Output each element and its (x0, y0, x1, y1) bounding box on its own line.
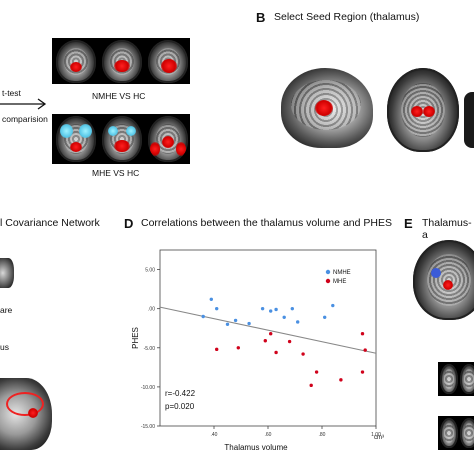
data-point (339, 378, 343, 382)
panel-c-label-us: us (0, 342, 9, 352)
row2-caption: MHE VS HC (92, 168, 140, 178)
data-point (263, 339, 267, 343)
data-point (209, 297, 213, 301)
data-point (331, 303, 335, 308)
brain-thumbnail (440, 418, 458, 448)
data-point (236, 346, 240, 350)
data-point (260, 306, 265, 311)
small-brain-image (0, 258, 14, 288)
data-point (314, 370, 319, 374)
data-point (225, 322, 230, 327)
brain-image (56, 116, 96, 162)
plot-frame (159, 249, 377, 427)
legend-label: MHE (333, 279, 346, 285)
y-tick-label: -5.00 (144, 346, 156, 352)
x-tick-label: .60 (265, 432, 272, 438)
brain-image (102, 40, 142, 83)
data-point (233, 318, 238, 323)
sagittal-brain-image (281, 68, 373, 148)
y-tick-label: -10.00 (141, 385, 155, 391)
regression-line (159, 306, 377, 354)
panel-c-label-are: are (0, 305, 13, 315)
brain-image (148, 116, 188, 162)
panel-c-title: l Covariance Network (0, 217, 100, 229)
series-mhe (215, 331, 367, 388)
panel-b-title: Select Seed Region (thalamus) (274, 11, 420, 23)
data-point (282, 315, 286, 319)
stat-annotation: p=0.020 (165, 402, 195, 411)
scatter-chart: 5.00 .00 -5.00 -10.00 -15.00 .40 .60 .80 1.00 Tha… (131, 249, 384, 452)
legend-marker (325, 278, 331, 284)
legend-label: NMHE (333, 270, 351, 276)
data-point (360, 370, 365, 374)
axial-brain-image (387, 68, 459, 152)
y-tick-label: 5.00 (145, 268, 155, 274)
data-point (274, 350, 278, 355)
data-point (215, 306, 219, 311)
data-point (269, 309, 273, 313)
x-tick-label: .40 (211, 432, 218, 438)
x-axis-label: Thalamus volume (224, 443, 288, 452)
data-point (296, 320, 300, 324)
brain-image (56, 40, 96, 83)
x-axis-unit: cm³ (374, 435, 384, 441)
comparison-label: comparision (2, 114, 48, 124)
brain-thumbnail (440, 364, 458, 394)
legend-marker (325, 269, 331, 275)
panel-e-letter: E (404, 216, 413, 231)
x-tick-label: .80 (319, 432, 326, 438)
y-tick-label: .00 (148, 307, 155, 313)
row1-caption: NMHE VS HC (92, 91, 146, 101)
stat-annotation: r=-0.422 (165, 389, 196, 398)
y-tick-label: -15.00 (141, 424, 155, 430)
coronal-brain-image-partial (464, 92, 474, 148)
data-point (247, 321, 251, 326)
brain-image (102, 116, 142, 162)
y-axis-label: PHES (131, 327, 140, 349)
data-point (360, 331, 365, 336)
panel-d-letter: D (124, 216, 134, 231)
axial-brain-image (413, 240, 474, 320)
brain-thumbnail (460, 364, 474, 394)
brain-image (148, 40, 188, 83)
x-tick-label: 1.00 (371, 432, 381, 438)
data-point (287, 339, 292, 344)
arrow-right-icon (0, 98, 47, 110)
ttest-label: t-test (2, 88, 21, 98)
panel-b-letter: B (256, 10, 266, 25)
data-point (301, 352, 305, 356)
sagittal-brain-image (0, 378, 52, 450)
data-point (201, 314, 205, 319)
data-point (309, 383, 313, 388)
series-nmhe (201, 297, 335, 327)
data-point (290, 306, 294, 311)
panel-d-title: Correlations between the thalamus volume… (141, 217, 392, 229)
data-point (323, 315, 327, 319)
data-point (363, 348, 367, 352)
brain-thumbnail (460, 418, 474, 448)
panel-e-title: Thalamus-a (422, 217, 472, 241)
data-point (274, 307, 278, 312)
data-point (215, 347, 219, 352)
data-point (269, 331, 273, 336)
